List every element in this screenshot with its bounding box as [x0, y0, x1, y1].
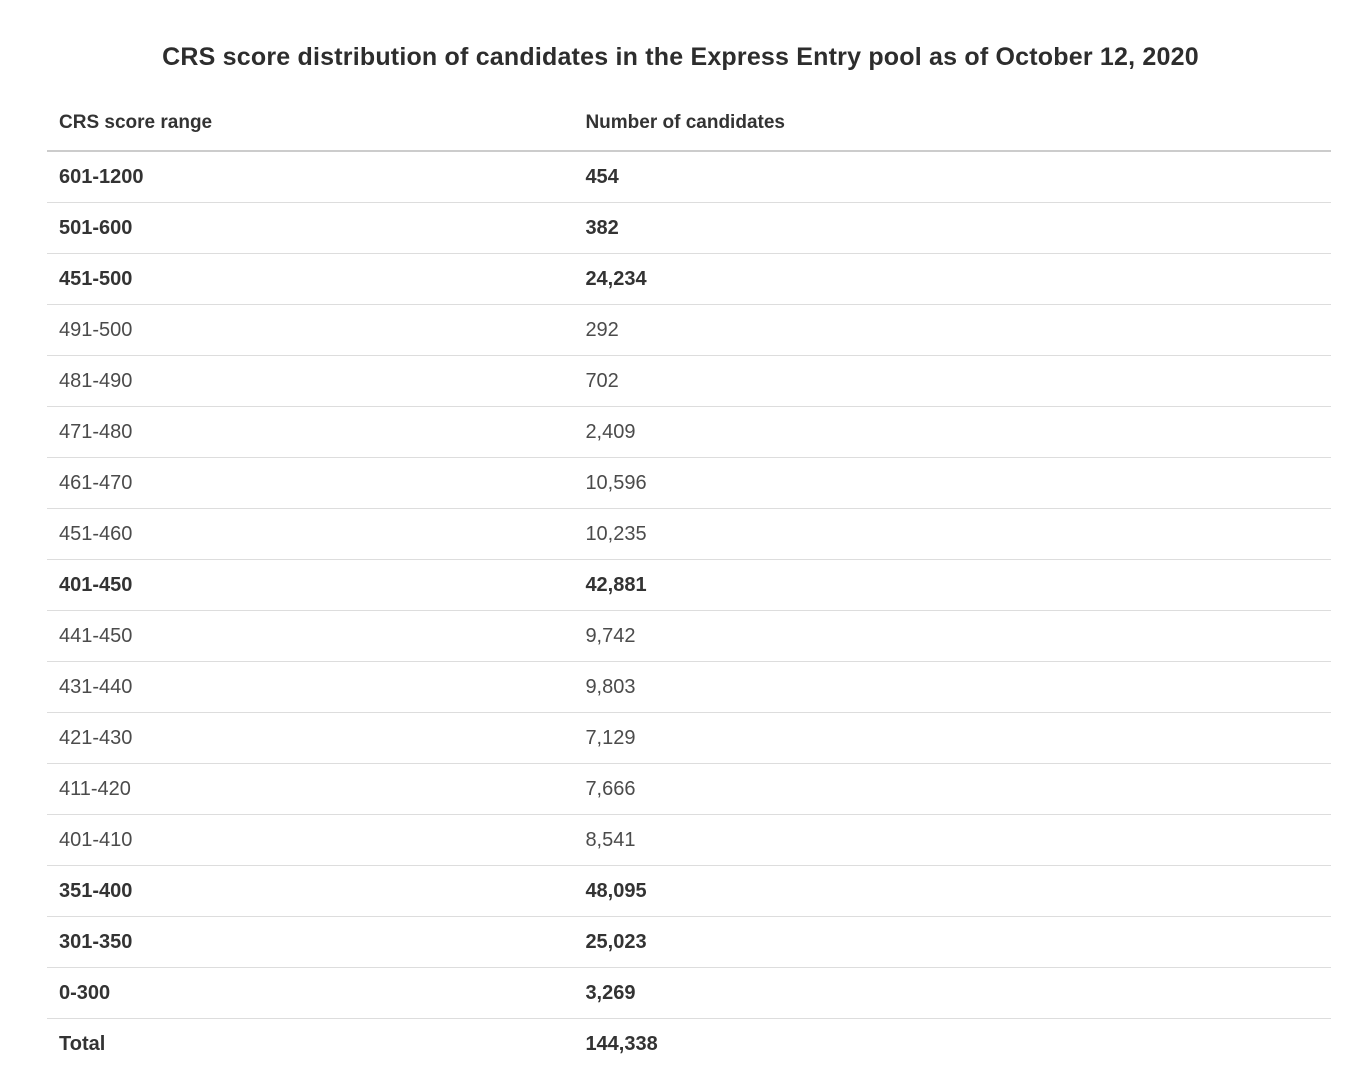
candidate-count-cell: 24,234 [573, 253, 1331, 305]
table-row: 441-450 9,742 [47, 610, 1331, 662]
crs-range-cell: 481-490 [47, 355, 574, 407]
crs-range-cell: 451-460 [47, 508, 574, 560]
candidate-count-cell: 454 [573, 151, 1331, 203]
page-title: CRS score distribution of candidates in … [162, 43, 1199, 71]
crs-range-cell: 501-600 [47, 202, 574, 254]
table-row: Total 144,338 [47, 1019, 1331, 1070]
candidate-count-cell: 144,338 [585, 1033, 658, 1055]
table-row: 451-460 10,235 [47, 508, 1331, 560]
table-row: 461-470 10,596 [47, 457, 1331, 509]
candidate-count-cell: 42,881 [573, 559, 1331, 611]
table-body: 601-1200 454 501-600 382 451-500 24,234 491-50… [47, 151, 1331, 1069]
crs-range-cell: 401-410 [47, 814, 574, 866]
table-row: 421-430 7,129 [47, 712, 1331, 764]
crs-range-cell: 451-500 [47, 253, 574, 305]
crs-range-cell: 351-400 [47, 865, 574, 917]
candidate-count-cell: 10,596 [573, 457, 1331, 509]
candidate-count-cell: 48,095 [573, 865, 1331, 917]
candidate-count-cell: 10,235 [573, 508, 1331, 560]
table-row: 431-440 9,803 [47, 661, 1331, 713]
candidate-count-cell: 9,803 [573, 661, 1331, 713]
crs-range-cell: 301-350 [47, 916, 574, 968]
candidate-count-cell: 7,129 [573, 712, 1331, 764]
table-row: 0-300 3,269 [47, 967, 1331, 1019]
table-row: 601-1200 454 [47, 151, 1331, 203]
crs-range-cell: Total [59, 1033, 106, 1055]
column-header-number-of-candidates: Number of candidates [573, 102, 1331, 152]
table-row: 301-350 25,023 [47, 916, 1331, 968]
crs-range-cell: 441-450 [47, 610, 574, 662]
crs-distribution-table: CRS score range Number of candidates 601… [47, 102, 1331, 1069]
crs-range-cell: 0-300 [47, 967, 574, 1019]
table-row: 471-480 2,409 [47, 406, 1331, 458]
candidate-count-cell: 8,541 [573, 814, 1331, 866]
candidate-count-cell: 292 [573, 304, 1331, 356]
candidate-count-cell: 7,666 [573, 763, 1331, 815]
crs-range-cell: 601-1200 [47, 151, 574, 203]
candidate-count-cell: 25,023 [573, 916, 1331, 968]
crs-range-cell: 401-450 [47, 559, 574, 611]
table-row: 351-400 48,095 [47, 865, 1331, 917]
table-row: 401-410 8,541 [47, 814, 1331, 866]
column-header-crs-range: CRS score range [47, 102, 574, 152]
table-row: 411-420 7,666 [47, 763, 1331, 815]
candidate-count-cell: 9,742 [573, 610, 1331, 662]
table-row: 501-600 382 [47, 202, 1331, 254]
crs-range-cell: 491-500 [47, 304, 574, 356]
table-row: 401-450 42,881 [47, 559, 1331, 611]
candidate-count-cell: 3,269 [573, 967, 1331, 1019]
crs-range-cell: 411-420 [47, 763, 574, 815]
candidate-count-cell: 382 [573, 202, 1331, 254]
table-row: 481-490 702 [47, 355, 1331, 407]
candidate-count-cell: 2,409 [573, 406, 1331, 458]
crs-range-cell: 461-470 [47, 457, 574, 509]
table-header-row: CRS score range Number of candidates [47, 102, 1331, 152]
candidate-count-cell: 702 [573, 355, 1331, 407]
table-row: 451-500 24,234 [47, 253, 1331, 305]
crs-range-cell: 431-440 [47, 661, 574, 713]
table-row: 491-500 292 [47, 304, 1331, 356]
crs-range-cell: 421-430 [47, 712, 574, 764]
crs-range-cell: 471-480 [47, 406, 574, 458]
